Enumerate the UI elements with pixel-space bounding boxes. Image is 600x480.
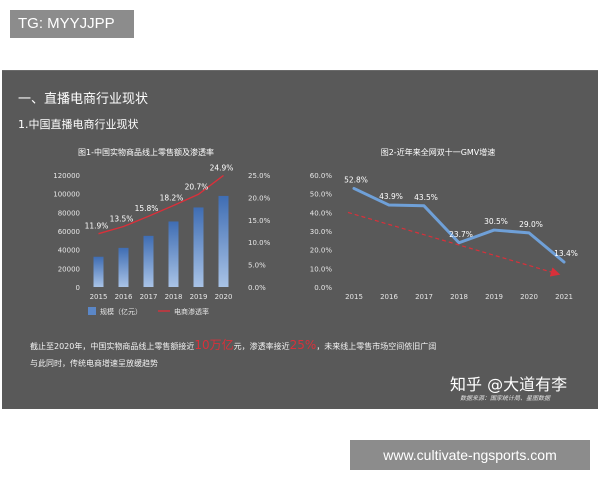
chart1-ytick: 100000 (53, 191, 80, 199)
header-tag: TG: MYYJJPP (10, 10, 134, 38)
chart2-xtick: 2019 (485, 293, 503, 301)
chart1-ytick: 0 (76, 284, 80, 292)
footnote-highlight-rate: 25% (289, 338, 317, 352)
chart1-ytick: 80000 (58, 209, 80, 217)
chart2-gmv-label: 52.8% (344, 175, 368, 184)
brand-watermark: 知乎 @大道有李 (450, 375, 568, 394)
data-source: 数据来源：国家统计局、星图数据 (460, 395, 551, 402)
footnote-line-1: 截止至2020年，中国实物商品线上零售额接近10万亿元，渗透率接近25%，未来线… (30, 336, 436, 353)
url-tag: www.cultivate-ngsports.com (350, 440, 590, 470)
footnote-line-2: 与此同时，传统电商增速呈放缓趋势 (30, 359, 158, 368)
chart1-rate-label: 24.9% (210, 163, 234, 172)
chart2-gmv-label: 13.4% (554, 249, 578, 258)
chart2-gmv-label: 43.9% (379, 192, 403, 201)
chart1-bar (193, 207, 204, 287)
chart2-title: 图2-近年来全网双十一GMV增速 (381, 147, 496, 157)
slide-panel: 一、直播电商行业现状 1.中国直播电商行业现状 图1-中国实物商品线上零售额及渗… (2, 70, 598, 409)
chart1-y2tick: 20.0% (248, 194, 271, 202)
slide-title: 一、直播电商行业现状 (18, 92, 149, 107)
chart1-bar (143, 235, 154, 287)
chart2-ytick: 50.0% (310, 191, 333, 199)
chart2-ytick: 60.0% (310, 172, 333, 180)
chart2-ytick: 10.0% (310, 265, 333, 273)
slide-subtitle: 1.中国直播电商行业现状 (18, 118, 139, 131)
chart1-y2tick: 5.0% (248, 262, 266, 270)
footnote-text-a: 截止至2020年，中国实物商品线上零售额接近 (30, 342, 195, 351)
chart1-rate-label: 18.2% (160, 193, 184, 202)
chart1-title: 图1-中国实物商品线上零售额及渗透率 (78, 147, 214, 157)
footnote-text-b: 元，渗透率接近 (233, 342, 290, 351)
chart1-xtick: 2019 (190, 293, 208, 301)
chart2-gmv-label: 29.0% (519, 220, 543, 229)
chart1-bar (168, 221, 179, 287)
chart2-ytick: 30.0% (310, 228, 333, 236)
footnote-text-c: ，未来线上零售市场空间依旧广阔 (316, 342, 437, 351)
chart2-xtick: 2017 (415, 293, 433, 301)
chart1-bar (93, 256, 104, 287)
chart1-rate-label: 15.8% (135, 204, 159, 213)
chart2-xtick: 2021 (555, 293, 573, 301)
chart1-ytick: 20000 (58, 265, 80, 273)
chart-gmv-growth: 图2-近年来全网双十一GMV增速 0.0% 10.0% 20.0% 30.0% 40.0%… (310, 147, 578, 301)
chart1-rate-label: 13.5% (110, 215, 134, 224)
chart2-xtick: 2015 (345, 293, 363, 301)
chart1-ytick: 120000 (53, 172, 80, 180)
chart1-xtick: 2017 (140, 293, 158, 301)
chart2-gmv-label: 43.5% (414, 193, 438, 202)
chart1-rate-line (98, 174, 224, 235)
chart1-bar (218, 195, 229, 287)
chart2-gmv-label: 23.7% (449, 230, 473, 239)
chart2-xtick: 2020 (520, 293, 538, 301)
chart2-gmv-label: 30.5% (484, 217, 508, 226)
chart2-ytick: 40.0% (310, 209, 333, 217)
chart1-y2tick: 0.0% (248, 284, 266, 292)
chart-retail-sales: 图1-中国实物商品线上零售额及渗透率 0 20000 40000 60000 80000 1… (53, 147, 271, 316)
chart1-xtick: 2020 (215, 293, 233, 301)
chart2-ytick: 0.0% (314, 284, 332, 292)
chart1-legend-bar-label: 规模（亿元） (100, 307, 142, 316)
chart1-legend-bar-swatch (88, 307, 96, 315)
chart2-trend-arrow (347, 211, 561, 277)
chart1-xtick: 2015 (90, 293, 108, 301)
footnote-highlight-sales: 10万亿 (194, 338, 234, 352)
chart2-ytick: 20.0% (310, 247, 333, 255)
chart1-rate-label: 11.9% (85, 222, 109, 231)
chart1-y2tick: 15.0% (248, 217, 271, 225)
chart1-rate-label: 20.7% (185, 182, 209, 191)
chart1-y2tick: 10.0% (248, 239, 271, 247)
chart1-y2tick: 25.0% (248, 172, 271, 180)
chart1-ytick: 40000 (58, 247, 80, 255)
chart1-legend-line-label: 电商渗透率 (174, 307, 209, 316)
chart1-ytick: 60000 (58, 228, 80, 236)
chart1-xtick: 2018 (165, 293, 183, 301)
chart1-xtick: 2016 (115, 293, 133, 301)
chart1-bar (118, 247, 129, 287)
chart2-xtick: 2016 (380, 293, 398, 301)
chart2-xtick: 2018 (450, 293, 468, 301)
chart2-gmv-line (352, 186, 566, 264)
